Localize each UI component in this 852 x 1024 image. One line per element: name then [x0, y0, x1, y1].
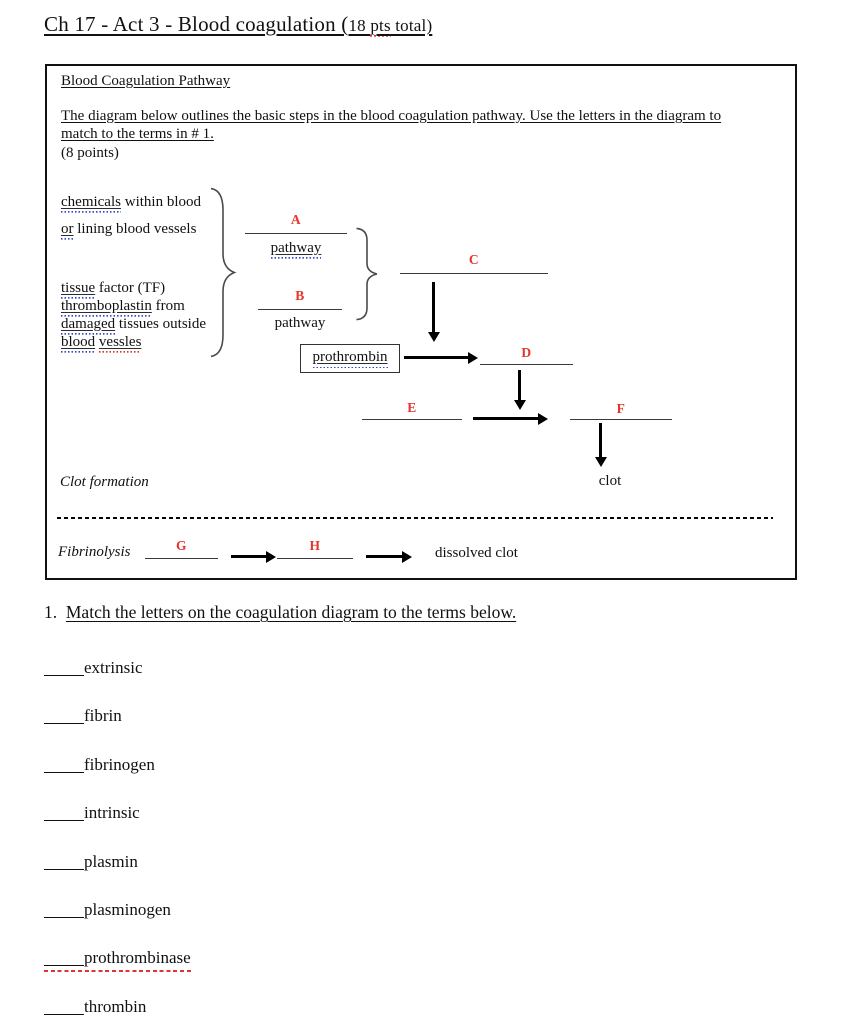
right-curly-brace-icon	[353, 227, 381, 321]
term-row: plasminogen	[44, 894, 191, 942]
term-inner: intrinsic	[44, 802, 140, 824]
term-label: fibrin	[84, 706, 122, 726]
question-number: 1.	[44, 602, 58, 622]
term-inner: fibrin	[44, 705, 122, 727]
term-row: fibrin	[44, 700, 191, 748]
term-inner: thrombin	[44, 996, 146, 1018]
letter-h: H	[309, 538, 321, 553]
arrow-f-down	[599, 423, 602, 458]
term-row: intrinsic	[44, 797, 191, 845]
blank-line-b	[258, 309, 342, 310]
pathway-b-label: pathway	[274, 315, 326, 331]
text-run: lining blood vessels	[73, 221, 197, 237]
term-row: prothrombinase	[44, 942, 191, 990]
blank-line-a	[245, 233, 347, 234]
blank-line-f	[570, 419, 672, 420]
blank-line-h	[277, 558, 353, 559]
arrow-prothrombin-to-d	[404, 356, 469, 359]
term-row: fibrinogen	[44, 749, 191, 797]
answer-blank	[44, 674, 84, 676]
term-label: prothrombinase	[84, 948, 191, 968]
spellcheck-word: blood	[61, 334, 96, 353]
title-points-rest: total)	[390, 16, 433, 35]
letter-a: A	[290, 212, 302, 227]
prothrombin-box: prothrombin	[300, 344, 400, 373]
text-run: tissues outside	[115, 316, 206, 332]
arrow-c-down	[432, 282, 435, 333]
fibrinolysis-label: Fibrinolysis	[58, 544, 131, 560]
diagram-box: Blood Coagulation Pathway The diagram be…	[45, 64, 797, 580]
title-points-word: pts	[370, 16, 391, 37]
blank-line-e	[362, 419, 462, 420]
answer-blank	[44, 771, 84, 773]
blank-line-d	[480, 364, 573, 365]
spellcheck-word: or	[61, 221, 74, 240]
term-inner: plasminogen	[44, 899, 171, 921]
answer-blank	[44, 868, 84, 870]
text-run: from	[151, 298, 185, 314]
arrow-e-to-f	[473, 417, 539, 420]
clot-formation-label: Clot formation	[60, 474, 149, 490]
page-title: Ch 17 - Act 3 - Blood coagulation (18 pt…	[44, 12, 432, 37]
term-label: thrombin	[84, 996, 147, 1016]
letter-e: E	[407, 400, 417, 415]
answer-blank	[44, 819, 84, 822]
spellcheck-word: chemicals	[61, 194, 121, 213]
term-row: extrinsic	[44, 652, 191, 700]
answer-blank	[44, 1013, 84, 1015]
text-run: within blood	[120, 194, 201, 210]
dashed-divider	[57, 517, 773, 519]
letter-g: G	[175, 538, 187, 553]
arrow-g-to-h	[231, 555, 267, 558]
misspelled-word: vessles	[98, 334, 142, 353]
term-label: plasminogen	[84, 899, 171, 919]
intrinsic-source-text: chemicals within blood or lining blood v…	[61, 189, 201, 243]
term-inner: prothrombinase	[44, 947, 191, 973]
blank-line-c	[400, 273, 548, 274]
left-curly-brace-icon	[207, 186, 239, 359]
term-row: plasmin	[44, 846, 191, 894]
term-label: intrinsic	[84, 803, 140, 823]
answer-blank	[44, 916, 84, 918]
term-inner: plasmin	[44, 851, 138, 873]
term-label: extrinsic	[84, 658, 143, 677]
box-heading: Blood Coagulation Pathway	[61, 73, 231, 89]
title-main: Ch 17 - Act 3 - Blood coagulation (	[44, 12, 349, 36]
letter-b: B	[295, 288, 305, 303]
term-inner: fibrinogen	[44, 754, 155, 776]
terms-list: extrinsic fibrin fibrinogen intrinsic pl…	[44, 652, 191, 1024]
prothrombin-label: prothrombin	[312, 348, 388, 369]
spellcheck-word: thromboplastin	[61, 298, 152, 317]
box-points-note: (8 points)	[61, 145, 119, 161]
term-label: fibrinogen	[84, 754, 155, 774]
title-points-num: 18	[348, 16, 371, 35]
letter-d: D	[521, 345, 532, 360]
letter-c: C	[468, 252, 480, 267]
term-inner: extrinsic	[44, 657, 143, 679]
question-1: 1. Match the letters on the coagulation …	[44, 602, 516, 623]
arrow-d-down	[518, 370, 521, 401]
extrinsic-source-text: tissue factor (TF) thromboplastin from d…	[61, 279, 206, 353]
text-run: factor (TF)	[95, 280, 166, 296]
clot-label: clot	[598, 473, 622, 489]
box-instructions-line2: match to the terms in # 1.	[61, 126, 214, 142]
pathway-a-label: pathway	[245, 240, 347, 259]
letter-f: F	[616, 401, 626, 416]
answer-blank	[44, 964, 84, 967]
dissolved-clot-label: dissolved clot	[435, 545, 518, 561]
blank-line-g	[145, 558, 218, 559]
question-text: Match the letters on the coagulation dia…	[65, 602, 517, 622]
term-row: thrombin	[44, 991, 191, 1024]
box-instructions-line1: The diagram below outlines the basic ste…	[61, 108, 722, 124]
spellcheck-word: tissue	[61, 280, 96, 299]
pathway-a-word: pathway	[270, 240, 322, 259]
spellcheck-word: damaged	[61, 316, 116, 335]
term-label: plasmin	[84, 851, 138, 871]
answer-blank	[44, 722, 84, 725]
arrow-h-to-dissolved	[366, 555, 403, 558]
